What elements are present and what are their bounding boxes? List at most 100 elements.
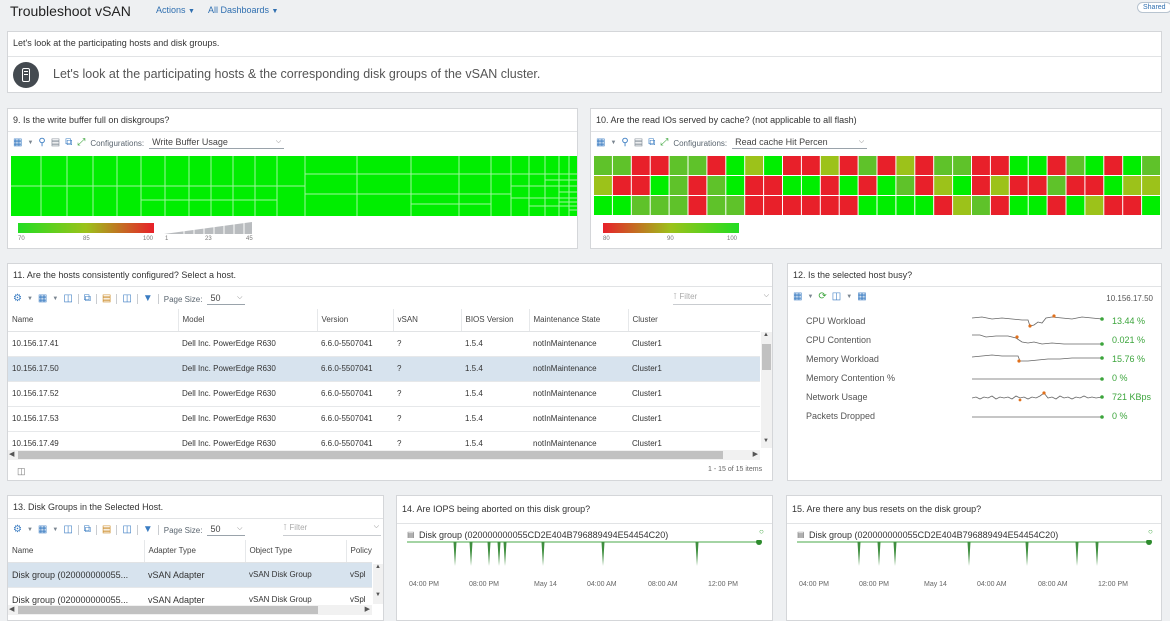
heatmap-cell[interactable] [1047, 176, 1066, 195]
hierarchy-icon[interactable]: ▦ [596, 137, 606, 148]
heatmap-cell[interactable] [1085, 156, 1104, 175]
heatmap-cell[interactable] [783, 176, 801, 195]
heatmap-cell[interactable] [896, 176, 915, 195]
heatmap-cell[interactable] [934, 196, 953, 215]
heatmap-cell[interactable] [990, 196, 1009, 215]
column-header[interactable]: Maintenance State [529, 309, 629, 332]
heatmap-cell[interactable] [877, 176, 896, 195]
heatmap-cell[interactable] [839, 156, 858, 175]
heatmap-cell[interactable] [726, 156, 745, 175]
configurations-select[interactable]: Write Buffer Usage ⌵ [149, 137, 285, 149]
heatmap-cell[interactable] [764, 156, 782, 175]
heatmap-cell[interactable] [972, 156, 990, 175]
heatmap-cell[interactable] [877, 196, 896, 215]
heatmap-cell[interactable] [745, 156, 764, 175]
heatmap-cell[interactable] [820, 196, 839, 215]
heatmap-cell[interactable] [631, 176, 650, 195]
configurations-select[interactable]: Read cache Hit Percen ⌵ [732, 137, 868, 149]
heatmap-cell[interactable] [1123, 156, 1142, 175]
chart-icon[interactable]: ▤ [633, 137, 644, 148]
heatmap-cell[interactable] [972, 176, 990, 195]
heatmap-cell[interactable] [594, 176, 612, 195]
export-icon[interactable]: ▤ [101, 524, 112, 535]
heatmap-cell[interactable] [594, 156, 612, 175]
heatmap-cell[interactable] [915, 156, 934, 175]
write-buffer-heatmap[interactable] [11, 156, 577, 216]
settings-icon[interactable]: ⚙ [13, 524, 22, 535]
column-toggle-icon[interactable]: ◫ [17, 466, 26, 476]
hierarchy-icon[interactable]: ▦ [13, 137, 23, 148]
heatmap-cell[interactable] [650, 176, 669, 195]
table-icon[interactable]: ◫ [63, 293, 73, 304]
column-header[interactable]: Adapter Type [144, 540, 246, 563]
heatmap-cell[interactable] [1009, 196, 1028, 215]
heatmap-cell[interactable] [990, 156, 1009, 175]
heatmap-cell[interactable] [858, 196, 877, 215]
time-range-icon[interactable]: ◫ [831, 291, 842, 302]
column-header[interactable]: Model [178, 309, 318, 332]
table-row-selected[interactable]: Disk group (020000000055... vSAN Adapter v… [8, 562, 372, 588]
scroll-right-icon[interactable]: ▶ [752, 451, 758, 458]
hierarchy-icon[interactable]: ▦ [793, 291, 803, 302]
filter-input[interactable]: ⊺ Filter ⌵ [283, 523, 381, 536]
heatmap-cell[interactable] [612, 196, 631, 215]
heatmap-cell[interactable] [631, 156, 650, 175]
copy-icon[interactable]: ⧉ [83, 293, 91, 304]
vertical-scrollbar[interactable]: ▲ ▼ [373, 564, 383, 604]
heatmap-cell[interactable] [764, 176, 782, 195]
heatmap-cell[interactable] [669, 196, 688, 215]
copy-icon[interactable]: ⧉ [83, 524, 91, 535]
heatmap-cell[interactable] [726, 196, 745, 215]
heatmap-cell[interactable] [707, 156, 726, 175]
column-header[interactable]: Object Type [245, 540, 347, 563]
heatmap-cell[interactable] [1104, 176, 1123, 195]
heatmap-cell[interactable] [1104, 196, 1123, 215]
page-size-select[interactable]: 50 ⌵ [207, 524, 246, 536]
heatmap-cell[interactable] [764, 196, 782, 215]
heatmap-cell[interactable] [1104, 156, 1123, 175]
read-cache-heatmap[interactable] [594, 156, 1161, 216]
column-header[interactable]: BIOS Version [461, 309, 530, 332]
zoom-reset-icon[interactable]: ▦ [857, 291, 867, 302]
heatmap-cell[interactable] [877, 156, 896, 175]
heatmap-cell[interactable] [820, 176, 839, 195]
vertical-scrollbar[interactable]: ▲ ▼ [761, 332, 772, 448]
heatmap-cell[interactable] [688, 156, 707, 175]
heatmap-cell[interactable] [1028, 196, 1047, 215]
heatmap-cell[interactable] [820, 156, 839, 175]
column-header[interactable]: Name [8, 309, 179, 332]
heatmap-cell[interactable] [726, 176, 745, 195]
heatmap-cell[interactable] [1123, 196, 1142, 215]
hierarchy-icon[interactable]: ▦ [37, 293, 48, 304]
heatmap-cell[interactable] [594, 196, 612, 215]
heatmap-cell[interactable] [1066, 176, 1085, 195]
heatmap-cell[interactable] [688, 196, 707, 215]
heatmap-cell[interactable] [650, 196, 669, 215]
heatmap-cell[interactable] [631, 196, 650, 215]
page-size-select[interactable]: 50 ⌵ [207, 293, 246, 305]
heatmap-cell[interactable] [801, 176, 820, 195]
heatmap-cell[interactable] [1047, 196, 1066, 215]
heatmap-cell[interactable] [801, 156, 820, 175]
table-row[interactable]: 10.156.17.53 Dell Inc. PowerEdge R630 6.6.… [8, 406, 760, 432]
heatmap-cell[interactable] [1009, 176, 1028, 195]
heatmap-cell[interactable] [896, 156, 915, 175]
heatmap-cell[interactable] [915, 176, 934, 195]
fullscreen-icon[interactable]: ⤢ [77, 137, 86, 148]
column-header[interactable]: Cluster [628, 309, 760, 332]
column-header[interactable]: Name [8, 540, 145, 563]
horizontal-scrollbar[interactable]: ◀ ▶ [8, 450, 760, 460]
heatmap-cell[interactable] [1123, 176, 1142, 195]
scroll-up-icon[interactable]: ▲ [375, 564, 381, 570]
heatmap-cell[interactable] [801, 196, 820, 215]
heatmap-cell[interactable] [688, 176, 707, 195]
column-header[interactable]: Version [317, 309, 394, 332]
heatmap-cell[interactable] [783, 156, 801, 175]
heatmap-cell[interactable] [612, 176, 631, 195]
heatmap-cell[interactable] [745, 196, 764, 215]
all-dashboards-menu[interactable]: All Dashboards ▼ [208, 5, 278, 15]
heatmap-cell[interactable] [990, 176, 1009, 195]
heatmap-cell[interactable] [1085, 196, 1104, 215]
heatmap-cell[interactable] [896, 196, 915, 215]
filter-input[interactable]: ⊺ Filter ⌵ [673, 292, 771, 305]
